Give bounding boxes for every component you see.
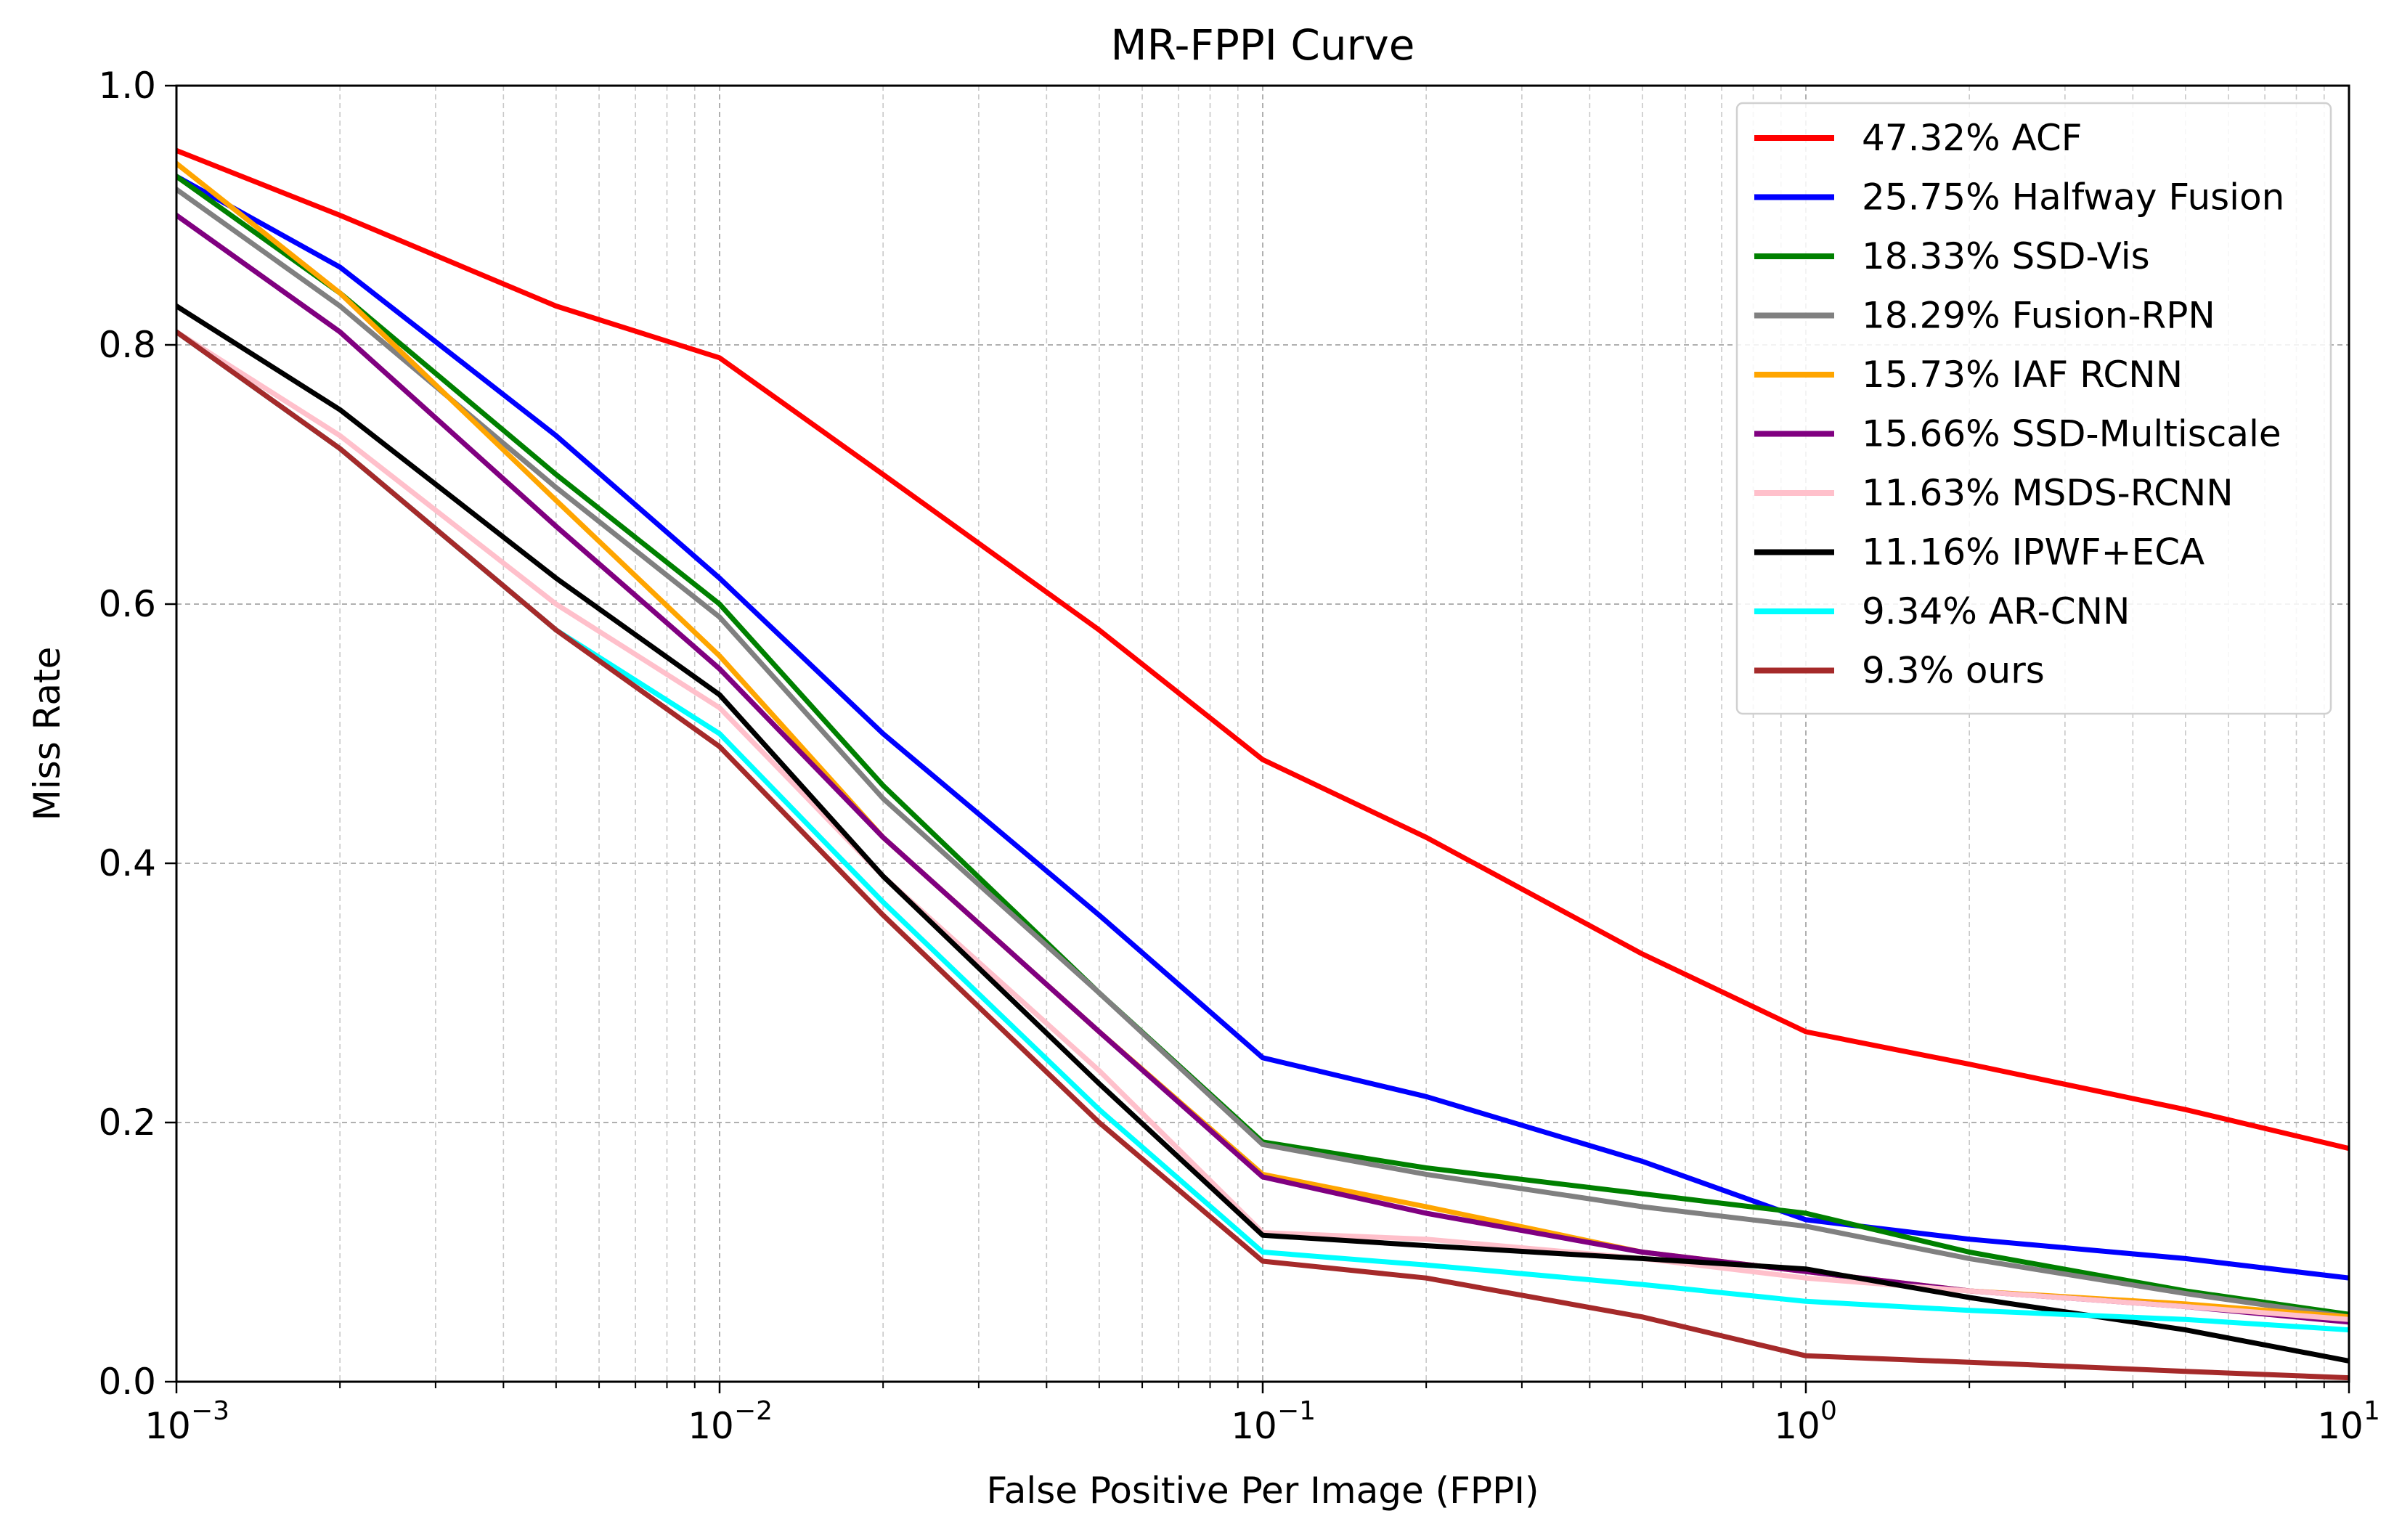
x-tick-label: 10 1 xyxy=(2317,1396,2380,1447)
legend-label: 47.32% ACF xyxy=(1862,117,2083,159)
legend-item: 9.34% AR-CNN xyxy=(1754,590,2130,632)
legend-item: 15.66% SSD-Multiscale xyxy=(1754,413,2281,455)
legend-label: 15.73% IAF RCNN xyxy=(1862,354,2183,396)
y-tick-label: 0.8 xyxy=(98,324,156,366)
series-line-10 xyxy=(176,329,2349,1381)
x-axis-label: False Positive Per Image (FPPI) xyxy=(987,1470,1539,1512)
y-tick-label: 0.0 xyxy=(98,1361,156,1403)
x-tick-label: 10 −3 xyxy=(144,1396,229,1447)
x-tick-label: 10 −1 xyxy=(1231,1396,1316,1447)
x-tick-base: 10 xyxy=(144,1405,191,1447)
series-line-1 xyxy=(176,147,2349,1152)
x-tick-exponent: 0 xyxy=(1820,1396,1837,1426)
legend-label: 18.29% Fusion-RPN xyxy=(1862,295,2215,337)
series-line-4 xyxy=(176,187,2349,1320)
y-tick-label: 0.4 xyxy=(98,842,156,884)
series-line-2 xyxy=(176,174,2349,1281)
x-tick-exponent: 1 xyxy=(2364,1396,2380,1426)
legend-label: 9.34% AR-CNN xyxy=(1862,590,2130,632)
axes: 10 −3 10 −2 10 −1 10 0 10 10.00.20.40.60.81.0 xyxy=(98,65,2379,1447)
y-tick-label: 0.6 xyxy=(98,583,156,625)
x-tick-label: 10 0 xyxy=(1774,1396,1837,1447)
legend-box xyxy=(1735,102,2332,715)
legend: 47.32% ACF 25.75% Halfway Fusion 18.33% SS… xyxy=(1735,102,2332,715)
legend-item: 47.32% ACF xyxy=(1754,117,2083,159)
legend-item: 11.63% MSDS-RCNN xyxy=(1754,472,2234,514)
series-lines xyxy=(176,147,2349,1381)
legend-item: 9.3% ours xyxy=(1754,650,2045,692)
legend-label: 11.16% IPWF+ECA xyxy=(1862,531,2204,574)
x-tick-base: 10 xyxy=(1774,1405,1820,1447)
legend-item: 15.73% IAF RCNN xyxy=(1754,354,2183,396)
x-tick-base: 10 xyxy=(2317,1405,2364,1447)
x-tick-label: 10 −2 xyxy=(688,1396,773,1447)
legend-item: 18.33% SSD-Vis xyxy=(1754,235,2150,277)
y-tick-label: 1.0 xyxy=(98,65,156,107)
legend-label: 25.75% Halfway Fusion xyxy=(1862,176,2284,219)
grid xyxy=(176,86,2349,1382)
legend-item: 11.16% IPWF+ECA xyxy=(1754,531,2204,574)
x-tick-base: 10 xyxy=(1231,1405,1277,1447)
legend-item: 18.29% Fusion-RPN xyxy=(1754,295,2215,337)
legend-item: 25.75% Halfway Fusion xyxy=(1754,176,2284,219)
series-line-8 xyxy=(176,303,2349,1364)
x-tick-exponent: −1 xyxy=(1277,1396,1316,1426)
chart-title: MR-FPPI Curve xyxy=(1111,20,1415,70)
x-tick-exponent: −2 xyxy=(734,1396,773,1426)
legend-label: 9.3% ours xyxy=(1862,650,2045,692)
legend-label: 15.66% SSD-Multiscale xyxy=(1862,413,2281,455)
legend-label: 18.33% SSD-Vis xyxy=(1862,235,2150,277)
x-tick-base: 10 xyxy=(688,1405,734,1447)
y-axis-label: Miss Rate xyxy=(26,647,68,821)
x-tick-exponent: −3 xyxy=(191,1396,229,1426)
y-tick-label: 0.2 xyxy=(98,1101,156,1144)
legend-label: 11.63% MSDS-RCNN xyxy=(1862,472,2234,514)
